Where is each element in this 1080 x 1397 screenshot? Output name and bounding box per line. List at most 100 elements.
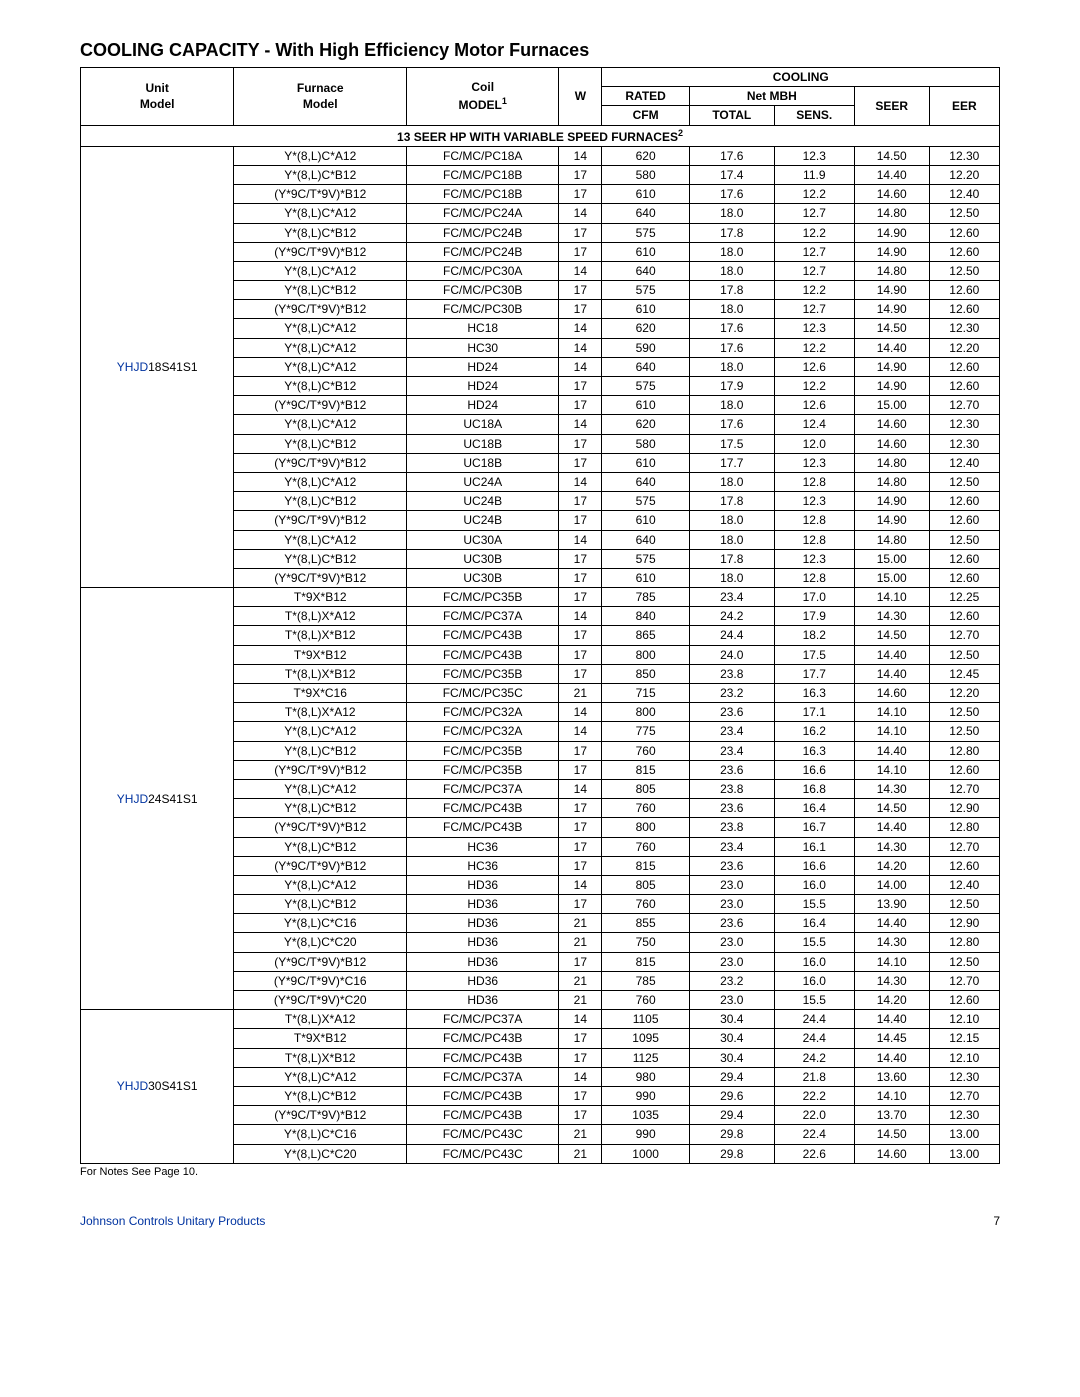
data-cell: 575 <box>602 492 689 511</box>
data-cell: 17 <box>559 1029 602 1048</box>
data-cell: 14.40 <box>854 165 929 184</box>
data-cell: 14.50 <box>854 146 929 165</box>
data-cell: 17 <box>559 377 602 396</box>
data-cell: T*(8,L)X*A12 <box>234 1010 407 1029</box>
data-cell: Y*(8,L)C*A12 <box>234 357 407 376</box>
unit-model-prefix: YHJD <box>117 1079 148 1093</box>
data-cell: Y*(8,L)C*B12 <box>234 895 407 914</box>
data-cell: FC/MC/PC43B <box>407 818 559 837</box>
data-cell: 14 <box>559 338 602 357</box>
data-cell: 17.8 <box>689 281 774 300</box>
data-cell: 12.50 <box>929 472 999 491</box>
data-cell: 16.0 <box>774 971 854 990</box>
data-cell: 990 <box>602 1125 689 1144</box>
data-cell: FC/MC/PC35B <box>407 588 559 607</box>
data-cell: 12.50 <box>929 645 999 664</box>
footer-brand: Johnson Controls Unitary Products <box>80 1214 265 1228</box>
data-cell: 760 <box>602 741 689 760</box>
unit-model-cell: YHJD24S41S1 <box>81 588 234 1010</box>
data-cell: FC/MC/PC43B <box>407 1086 559 1105</box>
data-cell: HC30 <box>407 338 559 357</box>
data-cell: 29.6 <box>689 1086 774 1105</box>
data-cell: 21 <box>559 933 602 952</box>
unit-model-suffix: 24S41S1 <box>148 792 197 806</box>
data-cell: FC/MC/PC30A <box>407 261 559 280</box>
data-cell: HD36 <box>407 875 559 894</box>
data-cell: 17 <box>559 223 602 242</box>
data-cell: 12.10 <box>929 1010 999 1029</box>
data-cell: 12.7 <box>774 204 854 223</box>
data-cell: 23.6 <box>689 856 774 875</box>
data-cell: Y*(8,L)C*A12 <box>234 415 407 434</box>
data-cell: 14 <box>559 261 602 280</box>
unit-model-suffix: 30S41S1 <box>148 1079 197 1093</box>
data-cell: HD36 <box>407 991 559 1010</box>
data-cell: 610 <box>602 453 689 472</box>
data-cell: 11.9 <box>774 165 854 184</box>
data-cell: 24.4 <box>774 1010 854 1029</box>
data-cell: FC/MC/PC35B <box>407 741 559 760</box>
data-cell: 23.4 <box>689 837 774 856</box>
data-cell: 12.50 <box>929 703 999 722</box>
data-cell: 12.3 <box>774 146 854 165</box>
section-header-row: 13 SEER HP WITH VARIABLE SPEED FURNACES2 <box>81 125 1000 146</box>
data-cell: 17 <box>559 760 602 779</box>
data-cell: HD24 <box>407 396 559 415</box>
data-cell: 1125 <box>602 1048 689 1067</box>
data-cell: 18.0 <box>689 530 774 549</box>
data-cell: Y*(8,L)C*A12 <box>234 261 407 280</box>
data-cell: 12.60 <box>929 607 999 626</box>
data-cell: FC/MC/PC43B <box>407 799 559 818</box>
data-cell: 12.8 <box>774 530 854 549</box>
data-cell: 17 <box>559 952 602 971</box>
data-cell: 12.50 <box>929 722 999 741</box>
data-cell: 17 <box>559 799 602 818</box>
h-model3: MODEL1 <box>459 98 507 112</box>
data-cell: 620 <box>602 415 689 434</box>
data-cell: 17 <box>559 185 602 204</box>
data-cell: FC/MC/PC43B <box>407 1106 559 1125</box>
data-cell: 12.50 <box>929 952 999 971</box>
data-cell: 815 <box>602 760 689 779</box>
data-cell: 12.8 <box>774 568 854 587</box>
data-cell: (Y*9C/T*9V)*B12 <box>234 760 407 779</box>
data-cell: 17 <box>559 626 602 645</box>
data-cell: FC/MC/PC43C <box>407 1125 559 1144</box>
data-cell: 14.30 <box>854 933 929 952</box>
data-cell: 17 <box>559 568 602 587</box>
data-cell: HD36 <box>407 971 559 990</box>
data-cell: 14.00 <box>854 875 929 894</box>
data-cell: 23.2 <box>689 971 774 990</box>
data-cell: 14 <box>559 415 602 434</box>
data-cell: Y*(8,L)C*B12 <box>234 1086 407 1105</box>
data-cell: 14.40 <box>854 338 929 357</box>
data-cell: 14.40 <box>854 645 929 664</box>
data-cell: 14.40 <box>854 1048 929 1067</box>
data-cell: 620 <box>602 146 689 165</box>
data-cell: 14.50 <box>854 799 929 818</box>
data-cell: 30.4 <box>689 1048 774 1067</box>
data-cell: Y*(8,L)C*A12 <box>234 319 407 338</box>
data-cell: 14.50 <box>854 319 929 338</box>
unit-model-cell: YHJD18S41S1 <box>81 146 234 587</box>
data-cell: 23.2 <box>689 684 774 703</box>
data-cell: Y*(8,L)C*A12 <box>234 338 407 357</box>
data-cell: 23.6 <box>689 760 774 779</box>
data-cell: FC/MC/PC32A <box>407 722 559 741</box>
data-cell: 23.6 <box>689 914 774 933</box>
hdr-furnace: FurnaceModel <box>234 68 407 126</box>
data-cell: 12.80 <box>929 741 999 760</box>
data-cell: 29.4 <box>689 1106 774 1125</box>
data-cell: 12.2 <box>774 377 854 396</box>
data-cell: 15.00 <box>854 396 929 415</box>
data-cell: 12.30 <box>929 146 999 165</box>
data-cell: 17 <box>559 300 602 319</box>
data-cell: 22.2 <box>774 1086 854 1105</box>
data-cell: 17.8 <box>689 492 774 511</box>
data-cell: 12.50 <box>929 895 999 914</box>
data-cell: 17.6 <box>689 338 774 357</box>
data-cell: 14.60 <box>854 434 929 453</box>
data-cell: 580 <box>602 165 689 184</box>
data-cell: Y*(8,L)C*A12 <box>234 146 407 165</box>
data-cell: 580 <box>602 434 689 453</box>
